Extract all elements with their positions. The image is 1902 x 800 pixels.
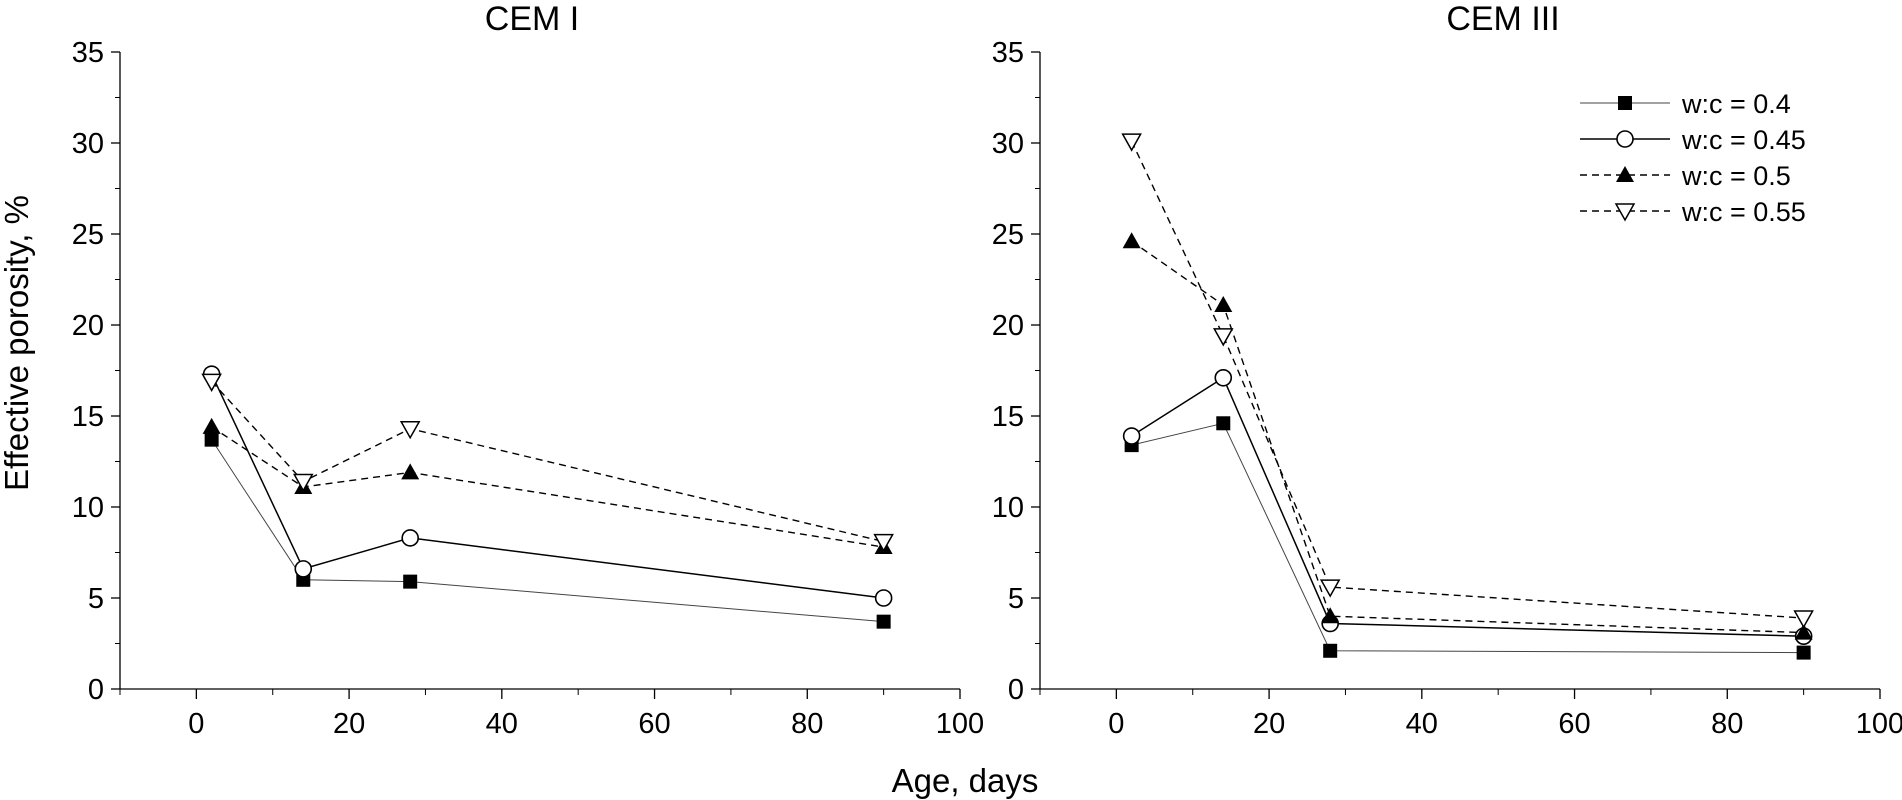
data-point-w-c-0-55-cem-iii <box>1793 610 1814 629</box>
data-point-w-c-0-5-cem-iii <box>1321 607 1340 624</box>
chart-title-cem-iii: CEM III <box>1446 0 1559 38</box>
data-point-w-c-0-45-cem-i <box>401 529 419 547</box>
y-tick-label-cem-i: 25 <box>72 219 104 251</box>
data-point-w-c-0-55-cem-iii <box>1212 328 1234 347</box>
y-tick-label-cem-iii: 15 <box>992 401 1024 433</box>
data-point-w-c-0-45-cem-iii <box>1122 427 1141 445</box>
series-line-w-c-0-5-cem-i <box>211 426 884 548</box>
chart-title-cem-i: CEM I <box>485 0 579 38</box>
data-point-w-c-0-55-cem-i <box>201 373 222 392</box>
data-point-w-c-0-55-cem-iii <box>1121 133 1142 152</box>
data-point-w-c-0-45-cem-iii <box>1214 368 1233 387</box>
data-point-w-c-0-4-cem-iii <box>1216 416 1231 431</box>
y-tick-label-cem-i: 15 <box>72 401 104 433</box>
x-tick-label-cem-iii: 0 <box>1108 708 1124 740</box>
data-point-w-c-0-5-cem-iii <box>1794 623 1813 640</box>
x-tick-label-cem-i: 40 <box>486 708 518 740</box>
plot-area-cem-i: 0 5 10 15 20 25 30 35 0 20 40 60 80 100 <box>72 37 984 740</box>
y-tick-label-cem-iii: 25 <box>992 219 1024 251</box>
x-tick-label-cem-iii: 80 <box>1711 708 1743 740</box>
data-point-w-c-0-5-cem-i <box>202 417 221 434</box>
data-point-w-c-0-55-cem-i <box>399 420 421 440</box>
x-tick-label-cem-iii: 20 <box>1253 708 1285 740</box>
series-line-w-c-0-4-cem-iii <box>1131 422 1804 654</box>
x-tick-label-cem-iii: 100 <box>1856 708 1902 740</box>
y-tick-label-cem-iii: 5 <box>1008 583 1024 615</box>
data-point-w-c-0-45-cem-i <box>294 560 313 578</box>
legend-marker-w-c-0-45 <box>1616 130 1634 148</box>
legend-label-w-c-0-45: w:c = 0.45 <box>1681 125 1806 155</box>
legend-label-w-c-0-5: w:c = 0.5 <box>1681 161 1791 191</box>
data-point-w-c-0-4-cem-iii <box>1323 643 1338 658</box>
x-tick-label-cem-i: 20 <box>333 708 365 740</box>
y-tick-label-cem-i: 10 <box>72 492 104 524</box>
series-line-w-c-0-4-cem-i <box>211 439 884 623</box>
y-tick-label-cem-i: 0 <box>88 674 104 706</box>
y-tick-label-cem-i: 5 <box>88 583 104 615</box>
data-point-w-c-0-55-cem-iii <box>1319 579 1341 598</box>
y-tick-label-cem-iii: 20 <box>992 310 1024 342</box>
y-tick-label-cem-i: 20 <box>72 310 104 342</box>
plot-area-cem-iii: 0 5 10 15 20 25 30 35 0 20 40 60 80 100 <box>992 37 1902 740</box>
x-axis-title: Age, days <box>892 762 1039 799</box>
data-point-w-c-0-5-cem-iii <box>1214 295 1233 312</box>
legend-label-w-c-0-4: w:c = 0.4 <box>1681 89 1791 119</box>
legend-marker-w-c-0-5 <box>1616 166 1634 182</box>
y-tick-label-cem-iii: 35 <box>992 37 1024 69</box>
x-tick-label-cem-iii: 40 <box>1406 708 1438 740</box>
legend: w:c = 0.4 w:c = 0.45 w:c = 0.5 w:c = 0.55 <box>1580 89 1806 227</box>
y-axis-title: Effective porosity, % <box>0 195 35 491</box>
x-tick-label-cem-i: 80 <box>791 708 823 740</box>
data-point-w-c-0-5-cem-iii <box>1122 232 1141 249</box>
x-tick-label-cem-i: 100 <box>936 708 984 740</box>
chart-cem-i: CEM I 0 5 10 15 20 25 30 35 0 20 40 60 80 100 <box>72 0 984 740</box>
data-point-w-c-0-4-cem-i <box>403 574 418 589</box>
series-line-w-c-0-45-cem-iii <box>1131 376 1804 637</box>
data-point-w-c-0-45-cem-i <box>874 589 893 607</box>
series-line-w-c-0-55-cem-iii <box>1131 140 1804 619</box>
data-point-w-c-0-4-cem-i <box>876 614 891 629</box>
y-tick-label-cem-iii: 10 <box>992 492 1024 524</box>
y-tick-label-cem-i: 30 <box>72 128 104 160</box>
y-tick-label-cem-i: 35 <box>72 37 104 69</box>
data-point-w-c-0-55-cem-i <box>292 473 314 493</box>
series-line-w-c-0-45-cem-i <box>210 373 884 599</box>
y-tick-label-cem-iii: 0 <box>1008 674 1024 706</box>
data-point-w-c-0-4-cem-iii <box>1796 645 1811 660</box>
series-line-w-c-0-5-cem-iii <box>1131 240 1804 634</box>
y-tick-label-cem-iii: 30 <box>992 128 1024 160</box>
data-point-w-c-0-4-cem-i <box>204 432 219 447</box>
legend-marker-w-c-0-4 <box>1618 96 1632 110</box>
x-tick-label-cem-i: 60 <box>638 708 670 740</box>
series-line-w-c-0-55-cem-i <box>211 380 884 543</box>
x-tick-label-cem-iii: 60 <box>1558 708 1590 740</box>
legend-label-w-c-0-55: w:c = 0.55 <box>1681 197 1806 227</box>
x-tick-label-cem-i: 0 <box>188 708 204 740</box>
data-point-w-c-0-5-cem-i <box>401 463 420 480</box>
legend-marker-w-c-0-55 <box>1614 203 1636 222</box>
data-point-w-c-0-55-cem-i <box>873 533 894 553</box>
chart-cem-iii: CEM III 0 5 10 15 20 25 30 35 0 20 40 60 80 100 <box>992 0 1902 740</box>
